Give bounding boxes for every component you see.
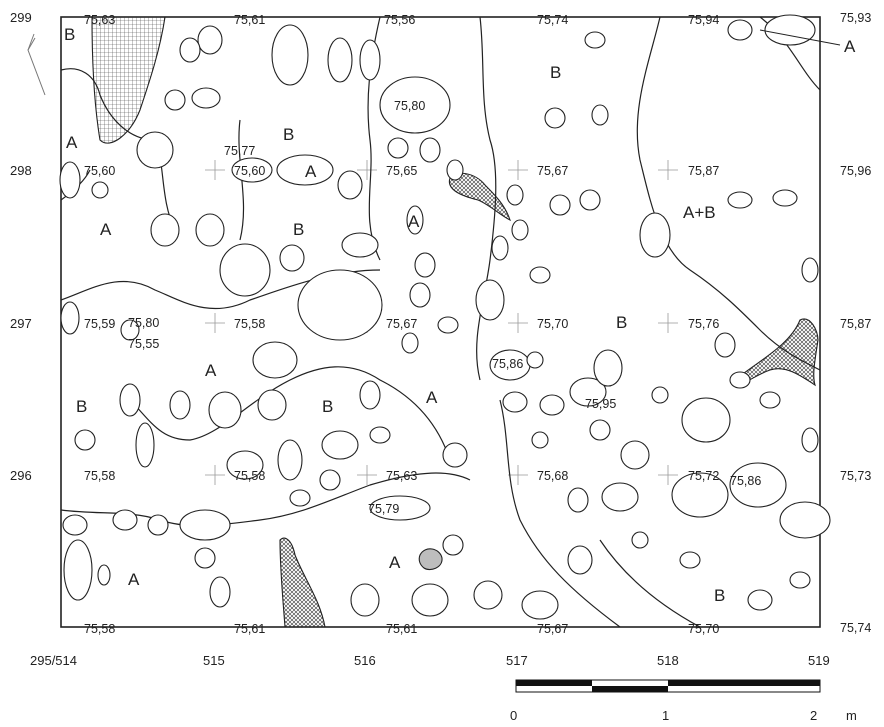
elevation-label: 75,58 [84, 622, 115, 636]
elevation-label: 75,94 [688, 13, 719, 27]
hatched-area-center [448, 172, 511, 222]
hatched-area-northwest [91, 16, 166, 144]
zone-label: A [426, 388, 438, 407]
zone-label: A [408, 212, 420, 231]
elevation-label: 75,59 [84, 317, 115, 331]
elevation-label: 75,63 [84, 13, 115, 27]
elevation-label: 75,60 [234, 164, 265, 178]
row-label: 299 [10, 10, 32, 25]
elevation-label: 75,56 [384, 13, 415, 27]
elevation-label: 75,60 [84, 164, 115, 178]
north-arrow-icon [27, 33, 46, 96]
elevation-label: 75,67 [386, 317, 417, 331]
elevation-label: 75,58 [84, 469, 115, 483]
elevation-label: 75,67 [537, 164, 568, 178]
elevation-label: 75,61 [234, 13, 265, 27]
section-line-a [759, 29, 841, 46]
column-labels: 295/514 515 516 517 518 519 [30, 653, 830, 668]
zone-label: B [293, 220, 304, 239]
elevation-label: 75,86 [730, 474, 761, 488]
elevation-labels: 75,63 75,61 75,56 75,74 75,94 75,80 75,7… [84, 13, 761, 636]
elevation-label: 75,63 [386, 469, 417, 483]
elevation-label: 75,70 [537, 317, 568, 331]
elevation-label: 75,61 [386, 622, 417, 636]
zone-label: B [714, 586, 725, 605]
zone-label: A [844, 37, 856, 56]
elevation-label: 75,68 [537, 469, 568, 483]
elevation-label: 75,72 [688, 469, 719, 483]
zone-label: B [322, 397, 333, 416]
zone-label: B [616, 313, 627, 332]
row-label-right: 75,96 [840, 164, 871, 178]
zone-label: A [128, 570, 140, 589]
elevation-label: 75,70 [688, 622, 719, 636]
elevation-label: 75,87 [688, 164, 719, 178]
scale-label: 0 [510, 708, 517, 723]
row-label-right: 75,74 [840, 621, 871, 635]
row-label-right: 75,93 [840, 11, 871, 25]
elevation-label: 75,55 [128, 337, 159, 351]
row-label: 298 [10, 163, 32, 178]
row-labels-left: 299 298 297 296 [10, 10, 32, 483]
hatched-area-south [279, 537, 326, 628]
elevation-label: 75,67 [537, 622, 568, 636]
elevation-label: 75,61 [234, 622, 265, 636]
row-label: 296 [10, 468, 32, 483]
elevation-label: 75,86 [492, 357, 523, 371]
scale-unit: m [846, 708, 857, 723]
row-label: 297 [10, 316, 32, 331]
column-label: 295/514 [30, 653, 77, 668]
elevation-label: 75,58 [234, 317, 265, 331]
scale-bar: 0 1 2 m [510, 679, 857, 723]
elevation-label: 75,77 [224, 144, 255, 158]
elevation-label: 75,80 [394, 99, 425, 113]
elevation-label: 75,79 [368, 502, 399, 516]
zone-label: A [305, 162, 317, 181]
zone-label: A [66, 133, 78, 152]
column-label: 519 [808, 653, 830, 668]
elevation-label: 75,74 [537, 13, 568, 27]
zone-label: B [283, 125, 294, 144]
column-label: 518 [657, 653, 679, 668]
zone-label: B [76, 397, 87, 416]
column-label: 517 [506, 653, 528, 668]
elevation-label: 75,65 [386, 164, 417, 178]
row-labels-right: 75,93 75,96 75,87 75,73 75,74 [840, 11, 871, 635]
elevation-label: 75,58 [234, 469, 265, 483]
scale-label: 1 [662, 708, 669, 723]
column-label: 515 [203, 653, 225, 668]
zone-label: B [64, 25, 75, 44]
row-label-right: 75,73 [840, 469, 871, 483]
hatched-area-east [734, 318, 819, 387]
zone-labels: B A A A B A B A B A+B A B A B B A A B [64, 25, 856, 605]
zone-label: A [100, 220, 112, 239]
elevation-label: 75,95 [585, 397, 616, 411]
scale-label: 2 [810, 708, 817, 723]
elevation-label: 75,76 [688, 317, 719, 331]
grey-stone [418, 548, 443, 571]
row-label-right: 75,87 [840, 317, 871, 331]
stones [59, 14, 831, 620]
zone-label: B [550, 63, 561, 82]
elevation-label: 75,80 [128, 316, 159, 330]
zone-label: A [205, 361, 217, 380]
zone-label: A+B [683, 203, 716, 222]
zone-label: A [389, 553, 401, 572]
column-label: 516 [354, 653, 376, 668]
